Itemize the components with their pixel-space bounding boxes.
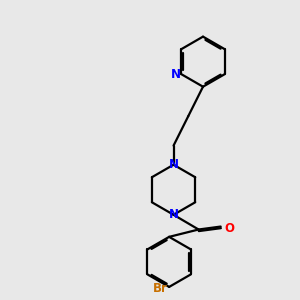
Text: N: N <box>169 208 178 221</box>
Text: O: O <box>224 221 234 235</box>
Text: N: N <box>171 68 181 81</box>
Text: N: N <box>169 158 178 171</box>
Text: Br: Br <box>153 282 168 295</box>
